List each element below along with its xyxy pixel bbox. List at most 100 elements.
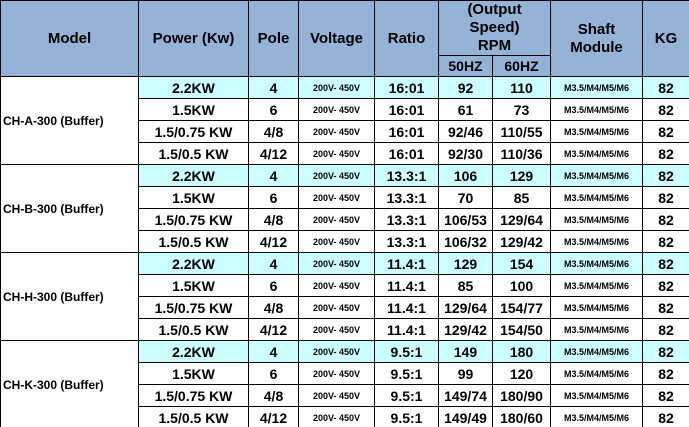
table-cell: M3.5/M4/M5/M6 — [550, 208, 644, 231]
table-cell: 154/77 — [491, 296, 552, 319]
table-cell: 106/53 — [438, 208, 493, 231]
table-cell: 99 — [438, 362, 493, 385]
table-cell: M3.5/M4/M5/M6 — [550, 186, 644, 209]
table-cell: 82 — [642, 208, 689, 231]
table-cell: 92/46 — [438, 120, 493, 143]
table-cell: M3.5/M4/M5/M6 — [550, 164, 644, 187]
table-row: 1.5/0.5 KW 4/12 200V- 450V 11.4:1 129/42 154/… — [1, 318, 689, 341]
table-cell: 1.5KW — [138, 98, 249, 121]
table-cell: 11.4:1 — [374, 296, 439, 319]
table-cell: 200V- 450V — [298, 98, 375, 121]
header-cell: (Output Speed) RPM — [437, 0, 552, 56]
table-cell: 4 — [248, 340, 299, 363]
table-cell: M3.5/M4/M5/M6 — [550, 274, 644, 297]
table-cell: 2.2KW — [138, 164, 249, 187]
table-row: 1.5/0.5 KW 4/12 200V- 450V 13.3:1 106/32 129/… — [1, 230, 689, 253]
header-cell: Ratio — [374, 0, 439, 77]
table-cell: 1.5/0.5 KW — [138, 230, 249, 253]
table-cell: 6 — [248, 98, 299, 121]
table-cell: 110 — [491, 76, 552, 99]
table-cell: 82 — [642, 406, 689, 427]
table-cell: M3.5/M4/M5/M6 — [550, 296, 644, 319]
table-cell: 4/8 — [248, 120, 299, 143]
table-cell: 4/12 — [248, 318, 299, 341]
table-cell: 13.3:1 — [374, 230, 439, 253]
table-cell: 9.5:1 — [374, 384, 439, 407]
table-cell: 1.5/0.75 KW — [138, 208, 249, 231]
table-cell: 200V- 450V — [298, 340, 375, 363]
table-cell: 129/64 — [438, 296, 493, 319]
header-cell: Pole — [248, 0, 299, 77]
table-cell: 73 — [491, 98, 552, 121]
table-cell: 13.3:1 — [374, 208, 439, 231]
table-cell: 110/36 — [491, 142, 552, 165]
table-cell: 9.5:1 — [374, 340, 439, 363]
table-cell: 200V- 450V — [298, 318, 375, 341]
table-cell: M3.5/M4/M5/M6 — [550, 142, 644, 165]
table-cell: 6 — [248, 362, 299, 385]
table-cell: 149/74 — [438, 384, 493, 407]
table-cell: 129/64 — [491, 208, 552, 231]
table-row: CH-B-300 (Buffer) 2.2KW 4 200V- 450V 13.3:1 1… — [0, 164, 689, 253]
table-cell: 85 — [438, 274, 493, 297]
table-cell: 82 — [642, 340, 689, 363]
table-cell: 1.5/0.5 KW — [138, 142, 249, 165]
table-cell: 154/50 — [491, 318, 552, 341]
table-cell: M3.5/M4/M5/M6 — [550, 76, 644, 99]
table-cell: 180/90 — [491, 384, 552, 407]
table-cell: 106 — [438, 164, 493, 187]
table-cell: 13.3:1 — [374, 164, 439, 187]
table-cell: 180 — [491, 340, 552, 363]
table-cell: 200V- 450V — [298, 120, 375, 143]
table-cell: 6 — [248, 186, 299, 209]
table-cell: 4/8 — [248, 208, 299, 231]
table-row: 1.5KW 6 200V- 450V 11.4:1 85 100 M3.5/M4/M5/M6… — [1, 274, 689, 297]
table-cell: 4/12 — [248, 230, 299, 253]
table-cell: 9.5:1 — [374, 362, 439, 385]
table-cell: 154 — [491, 252, 552, 275]
table-row: 1.5/0.5 KW 4/12 200V- 450V 16:01 92/30 110/36… — [1, 142, 689, 165]
table-cell: 100 — [491, 274, 552, 297]
table-cell: 2.2KW — [138, 340, 249, 363]
table-cell: 82 — [642, 384, 689, 407]
table-cell: 6 — [248, 274, 299, 297]
table-cell: 82 — [642, 296, 689, 319]
table-cell: 82 — [642, 120, 689, 143]
table-cell: 200V- 450V — [298, 406, 375, 427]
table-cell: M3.5/M4/M5/M6 — [550, 340, 644, 363]
table-cell: 200V- 450V — [298, 274, 375, 297]
table-cell: 92 — [438, 76, 493, 99]
table-cell: 82 — [642, 142, 689, 165]
table-cell: M3.5/M4/M5/M6 — [550, 406, 644, 427]
table-cell: 4/8 — [248, 384, 299, 407]
table-cell: 180/60 — [491, 406, 552, 427]
header-cell: Shaft Module — [550, 0, 644, 77]
header-subcell: 50HZ — [438, 55, 493, 77]
table-row: CH-A-300 (Buffer) 2.2KW 4 200V- 450V 16:01 92… — [0, 76, 689, 165]
table-cell: 9.5:1 — [374, 406, 439, 427]
table-cell: M3.5/M4/M5/M6 — [550, 230, 644, 253]
table-cell: 1.5/0.75 KW — [138, 384, 249, 407]
table-header: Model Power (Kw) Pole Voltage Ratio (Out… — [0, 0, 689, 77]
table-cell: 129 — [491, 164, 552, 187]
table-cell: 11.4:1 — [374, 274, 439, 297]
table-cell: 4/8 — [248, 296, 299, 319]
table-cell: 129 — [438, 252, 493, 275]
table-cell: 1.5/0.75 KW — [138, 120, 249, 143]
header-cell: Power (Kw) — [138, 0, 249, 77]
table-cell: 200V- 450V — [298, 142, 375, 165]
table-cell: 120 — [491, 362, 552, 385]
table-cell: 110/55 — [491, 120, 552, 143]
table-cell: 2.2KW — [138, 252, 249, 275]
table-cell: 1.5KW — [138, 274, 249, 297]
table-cell: 200V- 450V — [298, 230, 375, 253]
table-cell: 82 — [642, 318, 689, 341]
table-cell: 1.5KW — [138, 186, 249, 209]
table-cell: 149/49 — [438, 406, 493, 427]
table-cell: 11.4:1 — [374, 318, 439, 341]
table-cell: 85 — [491, 186, 552, 209]
table-cell: 200V- 450V — [298, 76, 375, 99]
header-row: Model Power (Kw) Pole Voltage Ratio (Out… — [0, 0, 689, 77]
table-cell: 149 — [438, 340, 493, 363]
table-row: 1.5/0.75 KW 4/8 200V- 450V 9.5:1 149/74 180/9… — [1, 384, 689, 407]
